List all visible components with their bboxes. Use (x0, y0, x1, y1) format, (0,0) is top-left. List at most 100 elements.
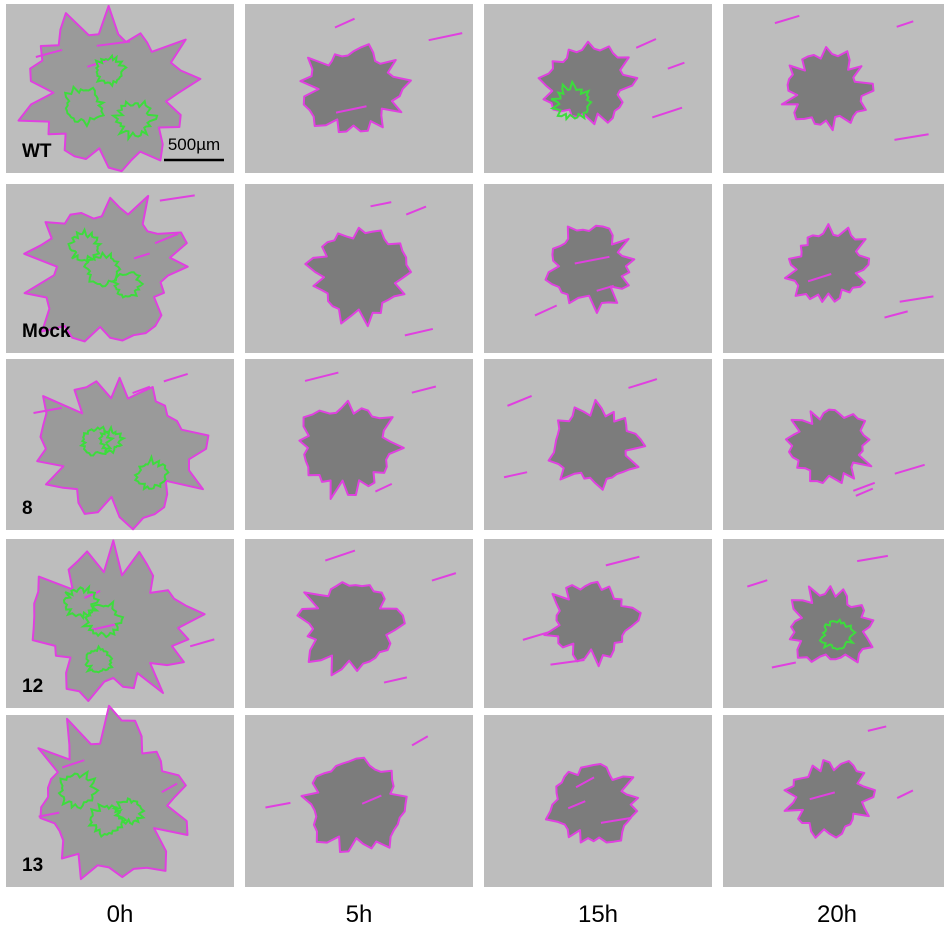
green-region (98, 424, 127, 455)
debris-outline (807, 273, 832, 283)
debris-outline (133, 252, 150, 260)
debris-outline (651, 106, 683, 119)
debris-outline (884, 310, 908, 319)
debris-outline (567, 800, 586, 810)
cell-cluster (544, 763, 640, 844)
column-label: 15h (578, 901, 618, 928)
cell-cluster (17, 5, 202, 173)
debris-outline (894, 133, 929, 141)
debris-outline (35, 48, 63, 58)
debris-outline (132, 385, 151, 395)
debris-outline (667, 61, 685, 70)
debris-outline (84, 590, 101, 599)
debris-outline (507, 395, 533, 407)
debris-outline (304, 371, 339, 382)
debris-outline (161, 782, 178, 794)
debris-outline (894, 463, 925, 475)
debris-outline (522, 631, 550, 641)
debris-outline (265, 801, 291, 809)
debris-outline (605, 555, 640, 567)
green-region (94, 53, 128, 88)
debris-outline (38, 811, 60, 818)
green-region (67, 227, 103, 263)
cell-cluster (780, 46, 875, 132)
debris-outline (62, 759, 85, 769)
cell-cluster (544, 224, 636, 314)
debris-outline (857, 554, 889, 563)
green-region (133, 454, 170, 492)
debris-outline (635, 38, 657, 49)
green-region (78, 425, 116, 457)
cell-cluster (543, 580, 642, 668)
green-region (82, 250, 122, 288)
green-region (84, 644, 114, 674)
debris-outline (383, 676, 408, 684)
cell-cluster (296, 581, 406, 677)
column-label: 0h (107, 901, 134, 928)
column-label: 5h (346, 901, 373, 928)
scale-bar-label: 500µm (168, 135, 220, 154)
debris-outline (334, 17, 355, 29)
debris-outline (503, 471, 528, 479)
debris-outline (33, 406, 62, 415)
debris-outline (600, 816, 632, 824)
debris-outline (189, 638, 215, 648)
debris-outline (361, 794, 382, 805)
cell-cluster (31, 539, 206, 702)
debris-outline (867, 725, 887, 732)
debris-outline (899, 295, 934, 303)
row-label: 12 (22, 676, 43, 697)
debris-outline (628, 378, 658, 389)
debris-outline (896, 20, 914, 28)
debris-outline (809, 791, 836, 801)
debris-outline (596, 284, 614, 292)
row-label: 13 (22, 855, 43, 876)
cell-cluster (36, 376, 210, 531)
debris-outline (163, 372, 188, 383)
debris-outline (747, 579, 768, 588)
panel-grid (6, 4, 944, 887)
green-region (80, 599, 125, 639)
cell-cluster (537, 40, 639, 126)
green-region (110, 271, 145, 299)
debris-outline (534, 304, 558, 317)
green-region (62, 584, 101, 621)
debris-outline (852, 481, 876, 492)
debris-outline (855, 487, 874, 497)
debris-outline (574, 255, 610, 265)
cell-cluster (23, 194, 189, 343)
debris-outline (324, 549, 356, 562)
debris-outline (550, 659, 585, 666)
cell-cluster (784, 408, 873, 484)
row-label: WT (22, 141, 52, 162)
green-region (110, 99, 159, 142)
row-label: 8 (22, 498, 33, 519)
green-region (549, 79, 593, 122)
debris-outline (374, 482, 393, 493)
cell-cluster (300, 756, 408, 853)
debris-outline (370, 201, 392, 208)
row-label: Mock (22, 321, 71, 342)
green-region (818, 618, 857, 651)
debris-outline (405, 205, 427, 216)
cell-cluster (783, 759, 876, 839)
debris-outline (428, 32, 463, 42)
cell-cluster (298, 399, 405, 500)
debris-outline (575, 776, 595, 789)
debris-outline (159, 194, 195, 202)
cell-cluster (299, 43, 412, 134)
green-region (63, 84, 107, 128)
column-label: 20h (817, 901, 857, 928)
debris-outline (88, 622, 121, 632)
debris-outline (411, 385, 437, 394)
green-region (87, 802, 128, 839)
debris-outline (411, 735, 429, 747)
cell-cluster (784, 223, 871, 303)
labels: WT Mock 8 12 13 500µm 0h 5h 15h 20h (22, 135, 857, 928)
debris-outline (335, 105, 367, 114)
cell-cluster (304, 226, 412, 328)
debris-outline (431, 572, 457, 582)
debris-outline (771, 661, 797, 669)
green-region (57, 769, 100, 810)
